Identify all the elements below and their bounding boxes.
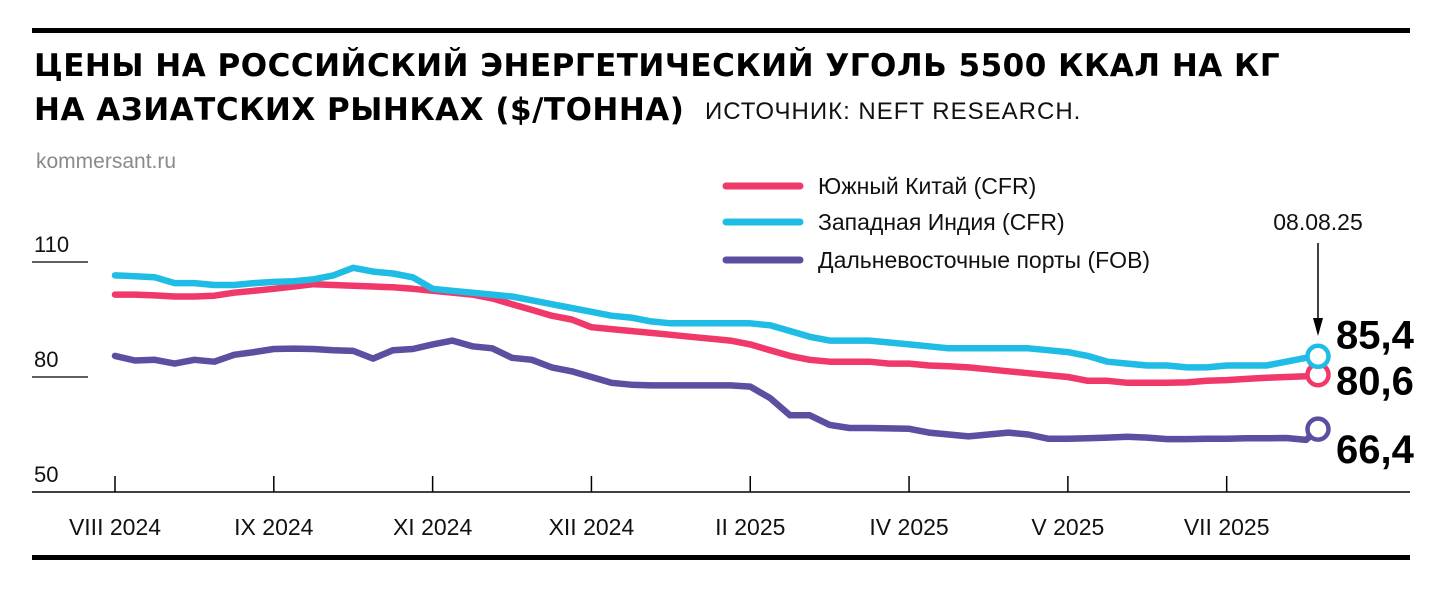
x-tick-label: XI 2024 <box>393 514 472 540</box>
legend-label-south-china: Южный Китай (CFR) <box>818 173 1036 199</box>
top-rule <box>32 28 1410 33</box>
x-tick-label: VII 2025 <box>1184 514 1270 540</box>
bottom-rule <box>32 555 1410 560</box>
x-tick-label: IX 2024 <box>234 514 313 540</box>
y-tick-label: 110 <box>34 232 69 257</box>
end-date-label: 08.08.25 <box>1273 209 1363 235</box>
chart-title-line-1: ЦЕНЫ НА РОССИЙСКИЙ ЭНЕРГЕТИЧЕСКИЙ УГОЛЬ … <box>34 48 1281 84</box>
legend-label-far-east-ports: Дальневосточные порты (FOB) <box>818 247 1150 273</box>
end-value-label-far-east-ports: 66,4 <box>1336 428 1415 472</box>
end-value-label-west-india: 85,4 <box>1336 313 1415 357</box>
chart-title-line-2: НА АЗИАТСКИХ РЫНКАХ ($/ТОННА) <box>34 92 685 128</box>
chart-source: ИСТОЧНИК: NEFT RESEARCH. <box>705 98 1082 125</box>
site-watermark: kommersant.ru <box>36 150 177 173</box>
series-line-west-india <box>111 264 1322 371</box>
y-tick-label: 80 <box>34 347 58 372</box>
y-tick-label: 50 <box>34 462 58 487</box>
series-line-far-east-ports <box>111 337 1322 444</box>
x-tick-label: XII 2024 <box>549 514 635 540</box>
x-tick-label: V 2025 <box>1031 514 1104 540</box>
series-line-south-china <box>111 280 1322 387</box>
x-tick-label: IV 2025 <box>869 514 948 540</box>
end-value-label-south-china: 80,6 <box>1336 360 1414 404</box>
x-tick-label: VIII 2024 <box>69 514 161 540</box>
end-point-far-east-ports <box>1305 416 1331 442</box>
legend-label-west-india: Западная Индия (CFR) <box>818 209 1065 235</box>
end-date-arrow-head <box>1313 318 1323 336</box>
x-tick-label: II 2025 <box>715 514 785 540</box>
end-point-west-india <box>1305 343 1331 370</box>
